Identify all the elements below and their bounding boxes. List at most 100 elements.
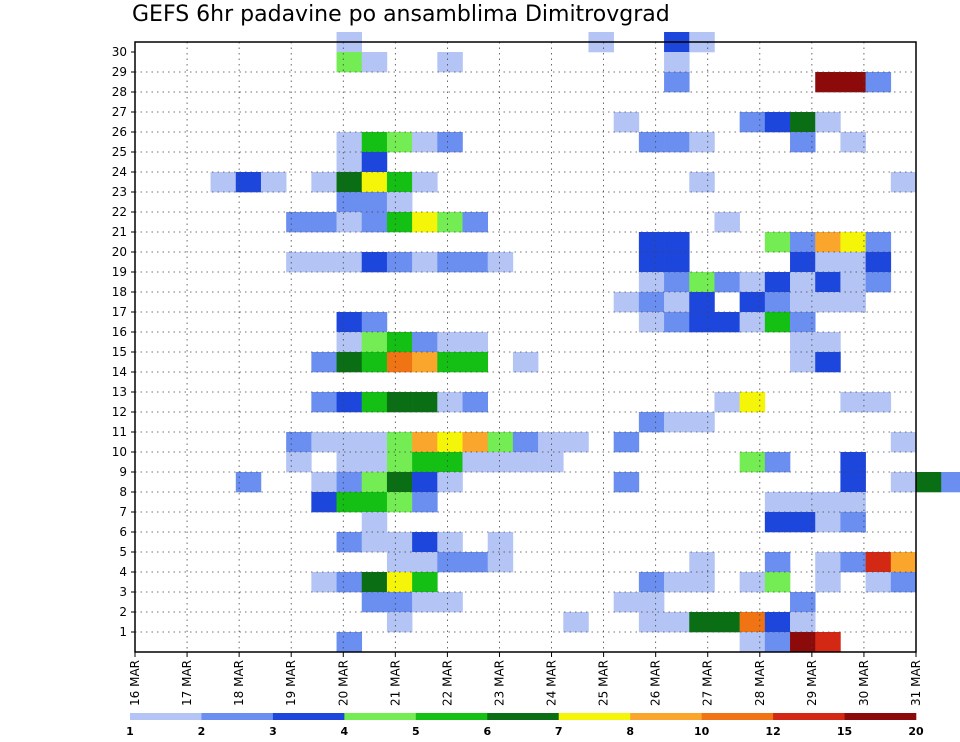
heatmap-cell — [613, 112, 640, 133]
heatmap-cell — [664, 412, 690, 433]
heatmap-cell — [437, 332, 463, 353]
heatmap-cell — [840, 552, 866, 573]
heatmap-cell — [361, 352, 388, 373]
y-tick-label: 12 — [112, 405, 127, 419]
heatmap-cell — [689, 172, 715, 193]
heatmap-cell — [437, 592, 463, 613]
heatmap-cell — [638, 412, 665, 433]
heatmap-cell — [664, 252, 690, 273]
y-tick-label: 18 — [112, 285, 127, 299]
heatmap-cell — [462, 252, 489, 273]
heatmap-cell — [336, 212, 363, 233]
heatmap-cell — [437, 212, 463, 233]
heatmap-cell — [487, 252, 514, 273]
heatmap-cell — [361, 152, 388, 173]
heatmap-cell — [840, 232, 866, 253]
heatmap-cell — [311, 252, 337, 273]
x-tick-label: 24 MAR — [545, 660, 559, 706]
heatmap-cell — [437, 52, 463, 73]
heatmap-cell — [412, 392, 438, 413]
heatmap-cell — [764, 552, 791, 573]
y-tick-label: 19 — [112, 265, 127, 279]
legend-swatch — [272, 713, 345, 720]
heatmap-cell — [638, 292, 665, 313]
x-tick-label: 19 MAR — [284, 660, 298, 706]
heatmap-cell — [815, 252, 841, 273]
heatmap-cell — [638, 612, 665, 633]
x-tick-label: 28 MAR — [753, 660, 767, 706]
legend-swatch — [844, 713, 917, 720]
heatmap-cell — [412, 212, 438, 233]
heatmap-cell — [437, 532, 463, 553]
heatmap-cell — [664, 292, 690, 313]
y-tick-label: 6 — [119, 525, 127, 539]
heatmap-cell — [386, 332, 413, 353]
heatmap-cell — [512, 452, 539, 473]
legend-label: 12 — [765, 725, 780, 738]
x-tick-label: 21 MAR — [388, 660, 402, 706]
heatmap-cell — [815, 632, 841, 653]
heatmap-cell — [412, 532, 438, 553]
heatmap-cell — [361, 192, 388, 213]
heatmap-cell — [790, 132, 816, 153]
heatmap-cell — [840, 512, 866, 533]
heatmap-cell — [386, 132, 413, 153]
x-tick-label: 29 MAR — [805, 660, 819, 706]
heatmap-cell — [386, 452, 413, 473]
heatmap-cell — [361, 52, 388, 73]
heatmap-cell — [764, 292, 791, 313]
heatmap-cell — [386, 212, 413, 233]
heatmap-cell — [638, 232, 665, 253]
heatmap-cell — [361, 472, 388, 493]
legend-label: 7 — [555, 725, 563, 738]
y-tick-label: 8 — [119, 485, 127, 499]
y-tick-label: 28 — [112, 85, 127, 99]
x-tick-label: 25 MAR — [597, 660, 611, 706]
heatmap-cell — [336, 452, 363, 473]
heatmap-cell — [286, 432, 312, 453]
heatmap-cell — [286, 452, 312, 473]
y-tick-label: 27 — [112, 105, 127, 119]
heatmap-cell — [689, 552, 715, 573]
heatmap-cell — [865, 72, 892, 93]
heatmap-cell — [386, 172, 413, 193]
heatmap-cell — [840, 72, 866, 93]
heatmap-cell — [689, 132, 715, 153]
heatmap-cell — [739, 612, 766, 633]
y-tick-label: 5 — [119, 545, 127, 559]
heatmap-cell — [840, 492, 866, 513]
heatmap-cell — [386, 432, 413, 453]
legend-swatch — [630, 713, 702, 720]
heatmap-cell — [487, 552, 514, 573]
heatmap-cell — [815, 272, 841, 293]
legend-label: 20 — [908, 725, 924, 738]
heatmap-cell — [790, 272, 816, 293]
heatmap-cell — [563, 432, 589, 453]
heatmap-cell — [689, 572, 715, 593]
heatmap-cell — [739, 392, 766, 413]
heatmap-cell — [361, 252, 388, 273]
chart-title: GEFS 6hr padavine po ansamblima Dimitrov… — [132, 2, 670, 27]
y-tick-label: 2 — [119, 605, 127, 619]
heatmap-cell — [790, 592, 816, 613]
heatmap-cell — [664, 612, 690, 633]
heatmap-cell — [361, 492, 388, 513]
heatmap-cell — [487, 432, 514, 453]
y-tick-label: 13 — [112, 385, 127, 399]
legend-swatch — [773, 713, 845, 720]
y-tick-label: 7 — [119, 505, 127, 519]
heatmap-cell — [412, 352, 438, 373]
heatmap-cell — [790, 332, 816, 353]
heatmap-cell — [487, 532, 514, 553]
heatmap-cell — [412, 172, 438, 193]
heatmap-cell — [764, 272, 791, 293]
heatmap-cell — [916, 472, 942, 493]
heatmap-cell — [764, 452, 791, 473]
heatmap-cell — [790, 292, 816, 313]
heatmap-cell — [311, 432, 337, 453]
x-tick-label: 20 MAR — [336, 660, 350, 706]
heatmap-cell — [689, 312, 715, 333]
heatmap-cell — [361, 572, 388, 593]
heatmap-cell — [361, 332, 388, 353]
heatmap-cell — [563, 612, 589, 633]
